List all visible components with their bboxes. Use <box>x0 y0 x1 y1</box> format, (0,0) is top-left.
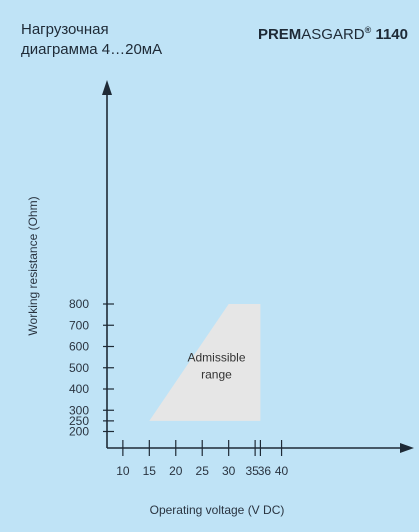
model-number: 1140 <box>375 26 408 43</box>
x-axis-arrow <box>400 443 414 453</box>
chart-subtitle: Нагрузочная диаграмма 4…20мА <box>21 20 162 60</box>
y-tick-label-250: 250 <box>69 414 89 428</box>
subtitle-line-1: Нагрузочная <box>21 21 109 38</box>
brand-bold: PREM <box>257 26 302 43</box>
y-axis-arrow <box>102 80 112 95</box>
labels-layer: Operating voltage (V DC) Working resistan… <box>26 196 284 517</box>
x-tick-label-35: 35 <box>245 464 259 478</box>
subtitle-line-2: диаграмма 4…20мА <box>21 41 163 58</box>
brand-regular: ASGARD <box>301 26 365 43</box>
y-tick-label-700: 700 <box>69 318 89 332</box>
product-name: PREMASGARD® 1140 <box>258 20 408 45</box>
y-tick-label-600: 600 <box>69 340 89 354</box>
admissible-range-area <box>149 304 261 421</box>
y-tick-label-800: 800 <box>69 297 89 311</box>
y-axis-label: Working resistance (Ohm) <box>26 196 40 335</box>
y-tick-label-300: 300 <box>69 403 89 417</box>
x-axis-label: Operating voltage (V DC) <box>150 503 285 517</box>
region-label-line-2: range <box>201 367 232 381</box>
x-tick-label-15: 15 <box>143 464 157 478</box>
y-tick-label-500: 500 <box>69 361 89 375</box>
x-tick-label-30: 30 <box>222 464 236 478</box>
region-layer: Admissible range <box>149 304 261 421</box>
x-tick-label-10: 10 <box>116 464 130 478</box>
x-tick-label-36: 36 <box>258 464 272 478</box>
x-tick-label-40: 40 <box>275 464 289 478</box>
y-tick-label-400: 400 <box>69 382 89 396</box>
y-tick-label-200: 200 <box>69 425 89 439</box>
x-tick-label-25: 25 <box>196 464 210 478</box>
registered-mark: ® <box>364 25 372 35</box>
region-label-line-1: Admissible <box>187 350 245 364</box>
x-tick-label-20: 20 <box>169 464 183 478</box>
